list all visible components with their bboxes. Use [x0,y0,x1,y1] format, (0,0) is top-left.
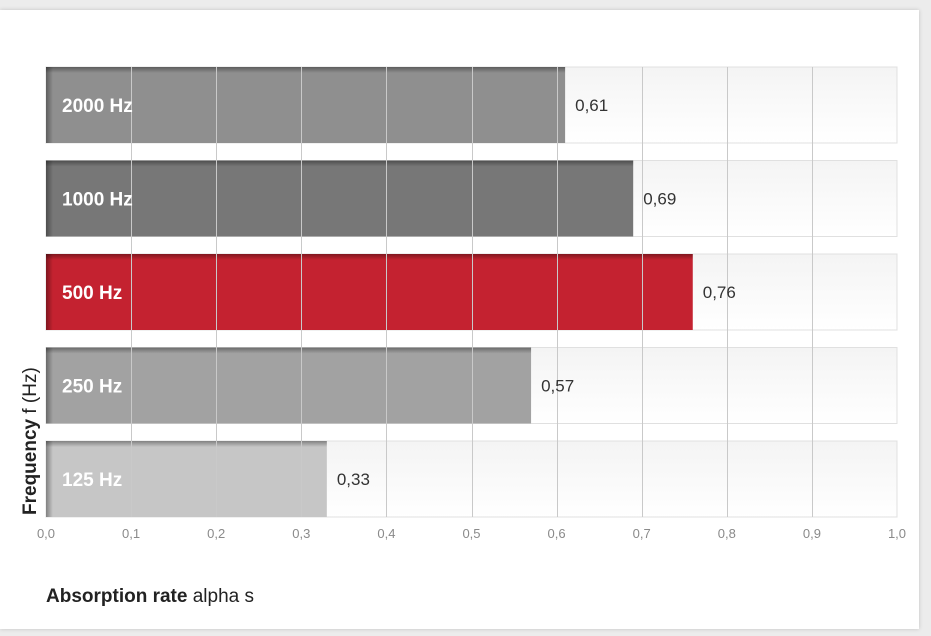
x-tick-label: 0,2 [207,526,225,541]
x-axis-title-bold: Absorption rate [46,586,187,607]
bar-shade-left [46,254,53,330]
value-label: 0,61 [575,96,608,115]
x-tick-label: 0,9 [803,526,821,541]
x-tick-label: 0,0 [37,526,55,541]
x-tick-label: 0,1 [122,526,140,541]
x-tick-label: 0,4 [377,526,395,541]
x-tick-label: 0,8 [718,526,736,541]
x-tick-label: 0,7 [633,526,651,541]
bar [46,254,693,330]
category-label: 2000 Hz [62,96,133,117]
bar [46,441,327,517]
x-tick-label: 1,0 [888,526,906,541]
bar [46,160,634,237]
bar-shade-top [46,347,532,354]
bar-shade-top [46,67,566,73]
bar-shade-left [46,67,53,143]
category-label: 125 Hz [62,470,122,491]
x-tick-label: 0,5 [462,526,480,541]
category-label: 1000 Hz [62,190,133,211]
y-axis-title: Frequency f (Hz) [20,367,41,515]
absorption-bar-chart: 2000 Hz 0,61 1000 Hz 0,69 500 Hz 0,76 250 Hz 0,… [20,66,906,607]
bar [46,67,566,143]
x-tick-label: 0,6 [548,526,566,541]
bar [46,347,532,424]
value-label: 0,69 [643,190,676,209]
x-axis-title-rest: alpha s [187,586,254,607]
bar-shade-top [46,254,693,260]
bar-shade-left [46,160,53,237]
value-label: 0,57 [541,377,574,396]
x-tick-label: 0,3 [292,526,310,541]
bar-shade-top [46,160,634,167]
y-axis-title-rest: f (Hz) [20,367,41,419]
value-label: 0,33 [337,470,370,489]
y-axis-title-bold: Frequency [20,418,41,515]
bar-shade-left [46,347,53,424]
chart-card: 2000 Hz 0,61 1000 Hz 0,69 500 Hz 0,76 250 Hz 0,… [0,10,919,629]
bar-shade-top [46,441,327,447]
category-label: 250 Hz [62,377,122,398]
value-label: 0,76 [703,283,736,302]
x-axis-title: Absorption rate alpha s [46,586,254,607]
bar-shade-left [46,441,53,517]
category-label: 500 Hz [62,283,122,304]
